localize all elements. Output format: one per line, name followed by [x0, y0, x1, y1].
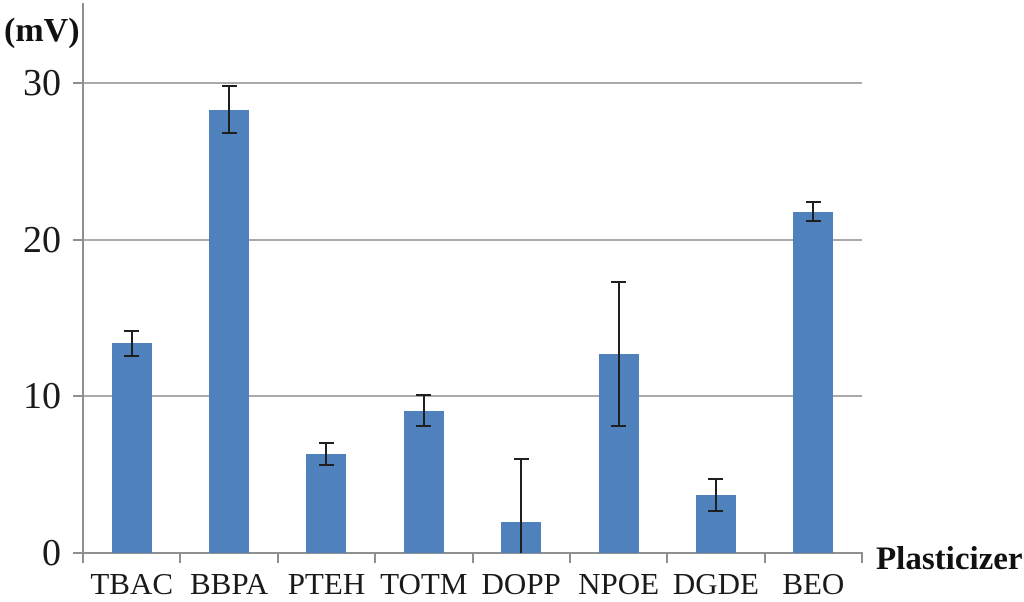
x-axis-title: Plasticizer [876, 541, 1023, 577]
error-bar-line-pteh [325, 443, 328, 466]
bar-totm [403, 410, 444, 553]
error-bar-bottom-cap-tbac [124, 354, 140, 357]
bar-tbac [111, 343, 152, 553]
error-bar-top-cap-pteh [318, 442, 334, 445]
y-gridline-30 [83, 82, 862, 85]
error-bar-line-npoe [617, 282, 620, 427]
x-tick-8 [861, 553, 863, 563]
bar-pteh [306, 454, 347, 553]
x-tick-1 [179, 553, 182, 563]
y-tick-label-20: 20 [23, 218, 61, 261]
error-bar-bottom-cap-pteh [318, 464, 334, 467]
error-bar-top-cap-beo [805, 201, 821, 204]
x-tick-6 [666, 553, 669, 563]
x-category-label-dgde: DGDE [672, 566, 759, 601]
y-tick-label-10: 10 [23, 375, 61, 418]
error-bar-bottom-cap-npoe [611, 425, 627, 428]
error-bar-line-beo [812, 202, 815, 222]
y-tick-0 [73, 552, 83, 554]
error-bar-line-tbac [130, 330, 133, 356]
bar-bbpa [209, 109, 250, 553]
error-bar-line-bbpa [228, 86, 231, 134]
x-tick-3 [374, 553, 377, 563]
y-tick-label-30: 30 [23, 62, 61, 105]
x-category-label-totm: TOTM [380, 566, 468, 601]
y-axis-line [82, 3, 84, 563]
error-bar-top-cap-dgde [708, 478, 724, 481]
y-gridline-10 [83, 395, 862, 398]
error-bar-top-cap-totm [416, 393, 432, 396]
y-axis-unit-label: (mV) [4, 12, 80, 49]
y-tick-30 [73, 82, 83, 85]
x-category-label-npoe: NPOE [578, 566, 660, 601]
x-category-label-tbac: TBAC [90, 566, 174, 601]
x-category-label-bbpa: BBPA [189, 566, 269, 601]
x-category-label-pteh: PTEH [287, 566, 366, 601]
y-tick-label-0: 0 [42, 532, 61, 574]
x-tick-7 [763, 553, 766, 563]
error-bar-top-cap-dopp [513, 458, 529, 461]
y-tick-20 [73, 238, 83, 241]
error-bar-top-cap-tbac [124, 329, 140, 332]
y-tick-10 [73, 395, 83, 398]
error-bar-bottom-cap-beo [805, 220, 821, 223]
error-bar-bottom-cap-bbpa [221, 132, 237, 135]
error-bar-bottom-cap-dgde [708, 509, 724, 512]
x-category-label-dopp: DOPP [481, 566, 561, 601]
error-bar-line-totm [422, 394, 425, 427]
error-bar-top-cap-npoe [611, 281, 627, 284]
x-tick-5 [568, 553, 571, 563]
x-tick-4 [471, 553, 474, 563]
error-bar-line-dgde [714, 479, 717, 511]
x-category-label-beo: BEO [782, 566, 845, 601]
error-bar-top-cap-bbpa [221, 85, 237, 88]
error-bar-line-dopp [520, 459, 523, 553]
x-tick-0 [82, 553, 84, 563]
x-tick-2 [276, 553, 279, 563]
error-bar-bottom-cap-totm [416, 425, 432, 428]
y-gridline-20 [83, 238, 862, 241]
bar-beo [793, 211, 834, 553]
